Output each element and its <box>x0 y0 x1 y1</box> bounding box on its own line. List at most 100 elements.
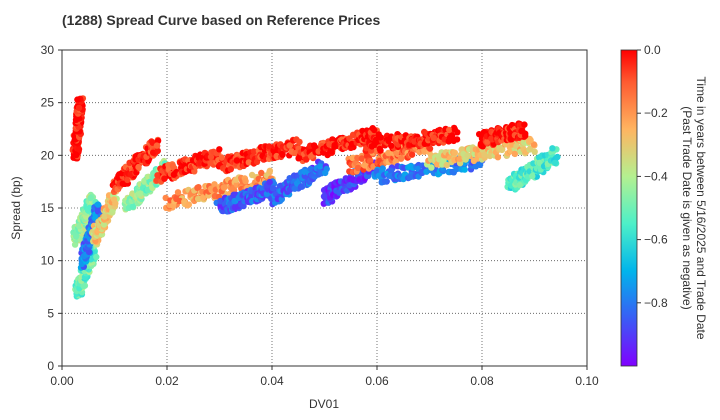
data-point <box>554 153 561 161</box>
data-point <box>464 152 471 159</box>
data-point <box>428 164 435 171</box>
data-point <box>286 142 293 149</box>
data-point <box>162 194 169 202</box>
data-point <box>250 148 258 155</box>
data-point <box>331 142 338 149</box>
data-point <box>348 140 356 148</box>
data-point <box>494 154 502 161</box>
data-point <box>124 176 131 184</box>
colorbar-label-line1: Time in years between 5/16/2025 and Trad… <box>694 76 708 339</box>
data-point <box>358 155 365 162</box>
data-point <box>85 248 93 256</box>
data-point <box>551 159 559 166</box>
data-point <box>298 183 306 190</box>
x-tick-label: 0.02 <box>155 374 179 388</box>
data-point <box>446 126 453 134</box>
series-cluster <box>292 125 382 165</box>
series-cluster <box>109 136 162 195</box>
data-point <box>137 190 144 197</box>
data-point <box>72 233 80 240</box>
y-axis-label: Spread (bp) <box>9 176 23 239</box>
data-point <box>240 202 247 210</box>
data-point <box>75 104 83 112</box>
series-cluster <box>162 167 276 212</box>
y-axis-ticks: 0 5 10 15 20 25 30 <box>41 43 62 373</box>
data-point <box>519 127 526 135</box>
data-point <box>454 129 461 136</box>
data-point <box>94 201 102 208</box>
data-point <box>322 169 329 177</box>
y-tick-label: 25 <box>41 96 55 110</box>
data-point <box>127 171 134 178</box>
colorbar-label-line2: (Past Trade Date is given as negative) <box>680 106 694 309</box>
data-point <box>220 184 227 191</box>
data-point <box>266 167 274 174</box>
data-point <box>291 185 298 192</box>
data-point <box>94 207 102 214</box>
data-point <box>516 181 523 189</box>
data-point <box>169 162 177 169</box>
data-point <box>531 148 538 155</box>
data-point <box>154 147 161 155</box>
data-point <box>381 178 389 185</box>
x-tick-label: 0.10 <box>575 374 599 388</box>
series-cluster <box>153 146 223 185</box>
data-point <box>349 154 356 162</box>
data-point <box>449 132 456 139</box>
data-point <box>153 142 161 149</box>
data-point <box>75 145 83 153</box>
data-point <box>227 166 234 173</box>
y-tick-label: 10 <box>41 254 55 268</box>
data-point <box>296 138 303 146</box>
data-point <box>408 151 416 158</box>
data-point <box>456 155 463 163</box>
data-point <box>74 96 81 103</box>
data-point <box>216 146 223 153</box>
x-tick-label: 0.00 <box>50 374 74 388</box>
colorbar-tick-label: 0.0 <box>644 43 661 57</box>
colorbar-ticks: 0.0 −0.2 −0.4 −0.6 −0.8 <box>637 43 668 310</box>
data-point <box>242 177 249 185</box>
y-tick-label: 30 <box>41 43 55 57</box>
data-point <box>129 203 137 210</box>
y-tick-label: 15 <box>41 201 55 215</box>
data-point <box>135 163 142 171</box>
x-tick-label: 0.04 <box>260 374 284 388</box>
data-point <box>443 161 450 169</box>
data-point <box>499 146 506 153</box>
data-point <box>426 145 434 152</box>
data-point <box>354 164 362 171</box>
series-cluster <box>362 124 461 155</box>
x-axis-label: DV01 <box>309 397 339 411</box>
data-point <box>451 149 458 156</box>
data-point <box>161 175 168 182</box>
data-point <box>453 165 460 173</box>
data-point <box>269 185 277 192</box>
data-point <box>207 153 215 161</box>
data-point <box>430 134 437 142</box>
y-tick-label: 20 <box>41 148 55 162</box>
data-point <box>303 156 310 163</box>
data-point <box>93 253 100 261</box>
data-point <box>279 151 286 158</box>
data-point <box>154 137 162 144</box>
data-point <box>207 160 214 167</box>
data-point <box>328 148 335 155</box>
data-point <box>185 201 192 208</box>
data-point <box>376 145 383 153</box>
x-tick-label: 0.08 <box>470 374 494 388</box>
series-cluster <box>213 178 278 215</box>
data-point <box>76 222 83 230</box>
data-point <box>527 136 534 144</box>
data-points <box>69 95 561 300</box>
series-cluster <box>69 95 87 162</box>
data-point <box>377 134 384 141</box>
data-point <box>421 148 428 155</box>
series-cluster <box>268 158 330 208</box>
data-point <box>387 167 395 174</box>
data-point <box>522 132 529 139</box>
data-point <box>101 213 108 220</box>
data-point <box>100 221 108 228</box>
data-point <box>211 181 218 188</box>
